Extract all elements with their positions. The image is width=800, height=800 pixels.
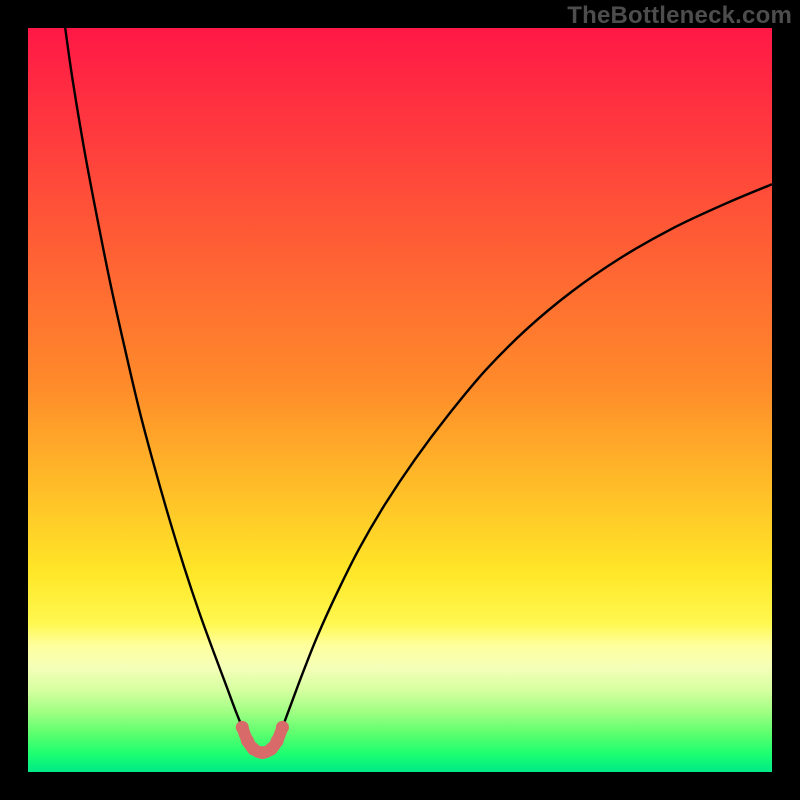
bottleneck-chart — [0, 0, 800, 800]
watermark-text: TheBottleneck.com — [567, 2, 792, 30]
optimal-zone-dot — [236, 721, 249, 734]
optimal-zone-dot — [276, 721, 289, 734]
optimal-zone-dot — [271, 734, 284, 747]
gradient-background — [28, 28, 772, 772]
